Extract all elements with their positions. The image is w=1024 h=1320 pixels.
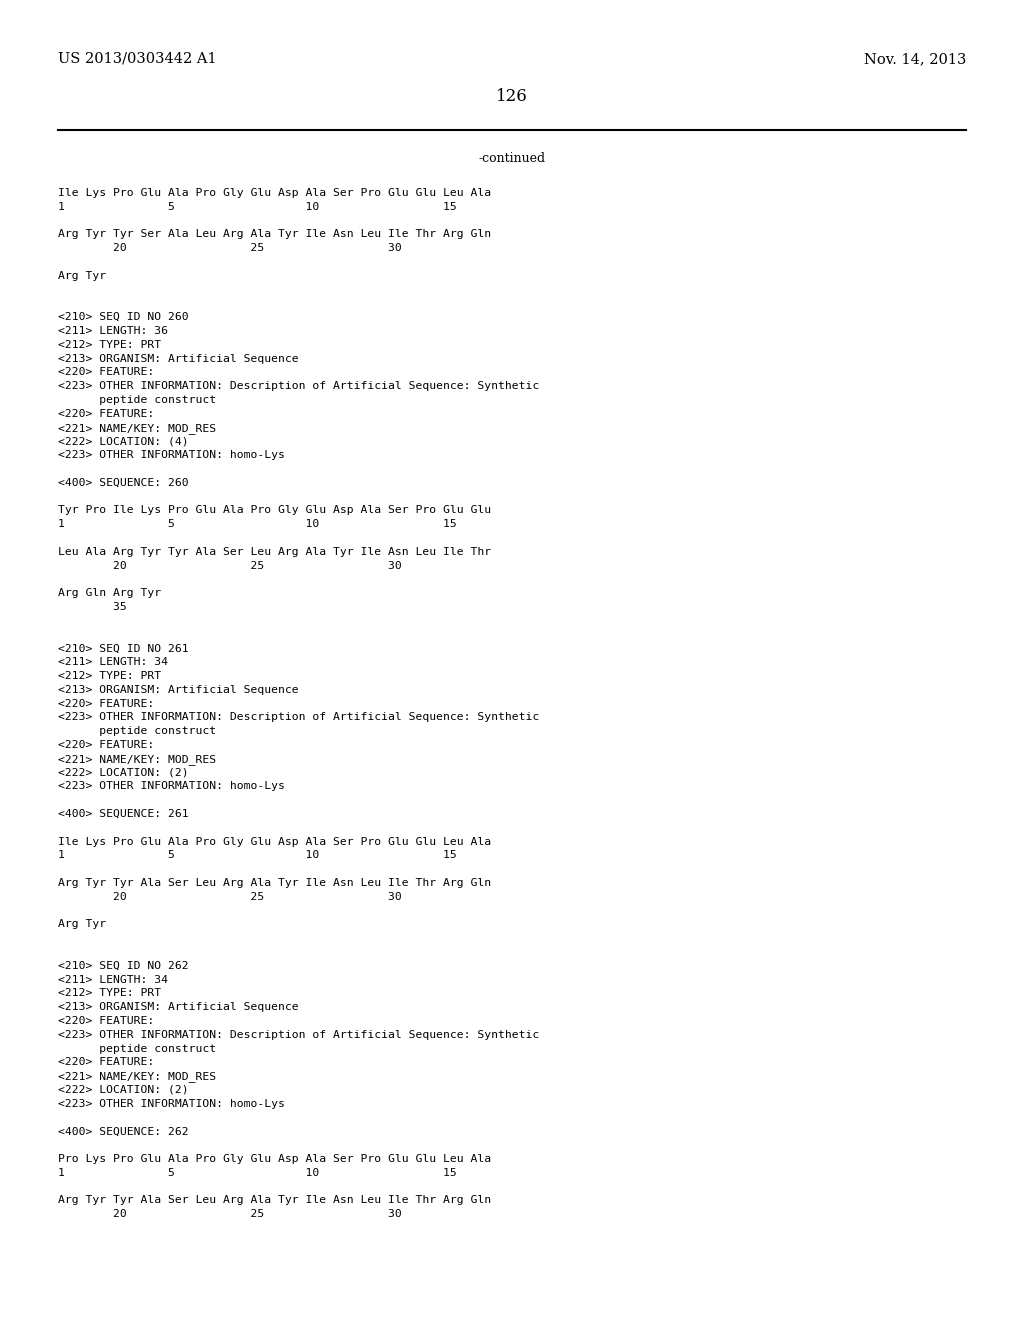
- Text: 1               5                   10                  15: 1 5 10 15: [58, 1168, 457, 1177]
- Text: Tyr Pro Ile Lys Pro Glu Ala Pro Gly Glu Asp Ala Ser Pro Glu Glu: Tyr Pro Ile Lys Pro Glu Ala Pro Gly Glu …: [58, 506, 492, 515]
- Text: <223> OTHER INFORMATION: homo-Lys: <223> OTHER INFORMATION: homo-Lys: [58, 1098, 285, 1109]
- Text: <212> TYPE: PRT: <212> TYPE: PRT: [58, 339, 161, 350]
- Text: <213> ORGANISM: Artificial Sequence: <213> ORGANISM: Artificial Sequence: [58, 685, 299, 694]
- Text: <400> SEQUENCE: 261: <400> SEQUENCE: 261: [58, 809, 188, 818]
- Text: <220> FEATURE:: <220> FEATURE:: [58, 409, 155, 418]
- Text: Arg Tyr: Arg Tyr: [58, 920, 106, 929]
- Text: <400> SEQUENCE: 260: <400> SEQUENCE: 260: [58, 478, 188, 488]
- Text: <222> LOCATION: (2): <222> LOCATION: (2): [58, 1085, 188, 1096]
- Text: Arg Tyr Tyr Ala Ser Leu Arg Ala Tyr Ile Asn Leu Ile Thr Arg Gln: Arg Tyr Tyr Ala Ser Leu Arg Ala Tyr Ile …: [58, 1196, 492, 1205]
- Text: <221> NAME/KEY: MOD_RES: <221> NAME/KEY: MOD_RES: [58, 754, 216, 764]
- Text: <211> LENGTH: 34: <211> LENGTH: 34: [58, 657, 168, 667]
- Text: <212> TYPE: PRT: <212> TYPE: PRT: [58, 989, 161, 998]
- Text: 126: 126: [496, 88, 528, 106]
- Text: <223> OTHER INFORMATION: Description of Artificial Sequence: Synthetic: <223> OTHER INFORMATION: Description of …: [58, 1030, 540, 1040]
- Text: US 2013/0303442 A1: US 2013/0303442 A1: [58, 51, 217, 66]
- Text: peptide construct: peptide construct: [58, 726, 216, 737]
- Text: <222> LOCATION: (2): <222> LOCATION: (2): [58, 768, 188, 777]
- Text: 1               5                   10                  15: 1 5 10 15: [58, 519, 457, 529]
- Text: Arg Tyr Tyr Ala Ser Leu Arg Ala Tyr Ile Asn Leu Ile Thr Arg Gln: Arg Tyr Tyr Ala Ser Leu Arg Ala Tyr Ile …: [58, 878, 492, 888]
- Text: <210> SEQ ID NO 262: <210> SEQ ID NO 262: [58, 961, 188, 970]
- Text: Arg Tyr: Arg Tyr: [58, 271, 106, 281]
- Text: <223> OTHER INFORMATION: homo-Lys: <223> OTHER INFORMATION: homo-Lys: [58, 781, 285, 792]
- Text: <223> OTHER INFORMATION: Description of Artificial Sequence: Synthetic: <223> OTHER INFORMATION: Description of …: [58, 713, 540, 722]
- Text: <221> NAME/KEY: MOD_RES: <221> NAME/KEY: MOD_RES: [58, 1072, 216, 1082]
- Text: <211> LENGTH: 36: <211> LENGTH: 36: [58, 326, 168, 337]
- Text: <212> TYPE: PRT: <212> TYPE: PRT: [58, 671, 161, 681]
- Text: <221> NAME/KEY: MOD_RES: <221> NAME/KEY: MOD_RES: [58, 422, 216, 433]
- Text: <223> OTHER INFORMATION: Description of Artificial Sequence: Synthetic: <223> OTHER INFORMATION: Description of …: [58, 381, 540, 391]
- Text: peptide construct: peptide construct: [58, 395, 216, 405]
- Text: <213> ORGANISM: Artificial Sequence: <213> ORGANISM: Artificial Sequence: [58, 1002, 299, 1012]
- Text: peptide construct: peptide construct: [58, 1044, 216, 1053]
- Text: Pro Lys Pro Glu Ala Pro Gly Glu Asp Ala Ser Pro Glu Glu Leu Ala: Pro Lys Pro Glu Ala Pro Gly Glu Asp Ala …: [58, 1154, 492, 1164]
- Text: <220> FEATURE:: <220> FEATURE:: [58, 1057, 155, 1068]
- Text: <213> ORGANISM: Artificial Sequence: <213> ORGANISM: Artificial Sequence: [58, 354, 299, 363]
- Text: <220> FEATURE:: <220> FEATURE:: [58, 1016, 155, 1026]
- Text: <222> LOCATION: (4): <222> LOCATION: (4): [58, 437, 188, 446]
- Text: 20                  25                  30: 20 25 30: [58, 561, 401, 570]
- Text: 35: 35: [58, 602, 127, 612]
- Text: Ile Lys Pro Glu Ala Pro Gly Glu Asp Ala Ser Pro Glu Glu Leu Ala: Ile Lys Pro Glu Ala Pro Gly Glu Asp Ala …: [58, 187, 492, 198]
- Text: 20                  25                  30: 20 25 30: [58, 892, 401, 902]
- Text: <220> FEATURE:: <220> FEATURE:: [58, 741, 155, 750]
- Text: Arg Tyr Tyr Ser Ala Leu Arg Ala Tyr Ile Asn Leu Ile Thr Arg Gln: Arg Tyr Tyr Ser Ala Leu Arg Ala Tyr Ile …: [58, 230, 492, 239]
- Text: Nov. 14, 2013: Nov. 14, 2013: [863, 51, 966, 66]
- Text: 20                  25                  30: 20 25 30: [58, 243, 401, 253]
- Text: Leu Ala Arg Tyr Tyr Ala Ser Leu Arg Ala Tyr Ile Asn Leu Ile Thr: Leu Ala Arg Tyr Tyr Ala Ser Leu Arg Ala …: [58, 546, 492, 557]
- Text: <220> FEATURE:: <220> FEATURE:: [58, 698, 155, 709]
- Text: <400> SEQUENCE: 262: <400> SEQUENCE: 262: [58, 1126, 188, 1137]
- Text: 20                  25                  30: 20 25 30: [58, 1209, 401, 1220]
- Text: -continued: -continued: [478, 152, 546, 165]
- Text: <210> SEQ ID NO 261: <210> SEQ ID NO 261: [58, 643, 188, 653]
- Text: <211> LENGTH: 34: <211> LENGTH: 34: [58, 974, 168, 985]
- Text: <220> FEATURE:: <220> FEATURE:: [58, 367, 155, 378]
- Text: 1               5                   10                  15: 1 5 10 15: [58, 850, 457, 861]
- Text: <210> SEQ ID NO 260: <210> SEQ ID NO 260: [58, 313, 188, 322]
- Text: 1               5                   10                  15: 1 5 10 15: [58, 202, 457, 211]
- Text: Arg Gln Arg Tyr: Arg Gln Arg Tyr: [58, 589, 161, 598]
- Text: <223> OTHER INFORMATION: homo-Lys: <223> OTHER INFORMATION: homo-Lys: [58, 450, 285, 461]
- Text: Ile Lys Pro Glu Ala Pro Gly Glu Asp Ala Ser Pro Glu Glu Leu Ala: Ile Lys Pro Glu Ala Pro Gly Glu Asp Ala …: [58, 837, 492, 846]
